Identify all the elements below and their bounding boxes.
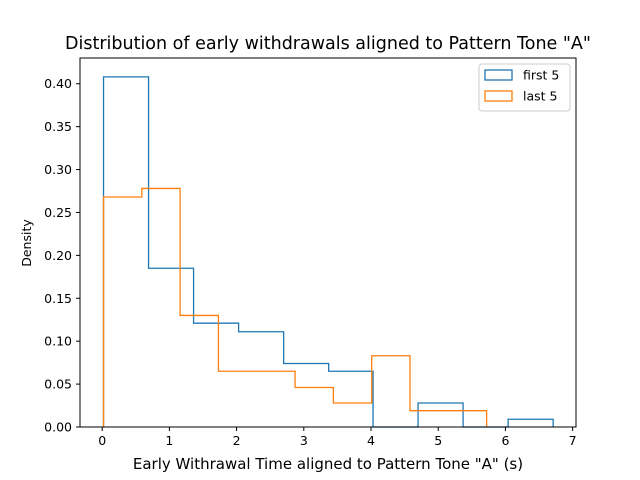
legend-label-2: last 5 (523, 89, 557, 104)
plot-frame (79, 57, 577, 428)
x-tick-label: 3 (300, 433, 308, 448)
x-tick-label: 0 (98, 433, 106, 448)
legend-swatch-2 (484, 90, 513, 102)
chart-title: Distribution of early withdrawals aligne… (65, 34, 591, 54)
y-tick-label: 0.35 (44, 119, 72, 134)
x-tick-label: 4 (367, 433, 375, 448)
legend-swatch-1 (484, 69, 513, 81)
y-tick-label: 0.05 (44, 377, 72, 392)
y-axis: 0.00 0.05 0.10 0.15 0.20 0.25 0.30 0.35 0.40 (44, 76, 80, 435)
legend-box (478, 63, 571, 112)
y-tick-label: 0.10 (44, 334, 72, 349)
legend: first 5 last 5 (478, 63, 571, 112)
y-tick-label: 0.20 (44, 248, 72, 263)
y-tick-label: 0.30 (44, 162, 72, 177)
y-axis-label: Density (19, 219, 34, 267)
series-step-2 (102, 187, 488, 427)
x-tick-label: 5 (434, 433, 442, 448)
series-step-1 (102, 76, 554, 428)
x-tick-label: 6 (501, 433, 509, 448)
y-tick-label: 0.25 (44, 205, 72, 220)
x-tick-label: 2 (233, 433, 241, 448)
x-axis-label: Early Withrawal Time aligned to Pattern … (133, 455, 523, 473)
x-tick-label: 7 (569, 433, 577, 448)
y-tick-label: 0.15 (44, 291, 72, 306)
plot-area (102, 76, 554, 428)
x-axis: 0 1 2 3 4 5 6 7 (98, 427, 577, 448)
y-tick-label: 0.40 (44, 76, 72, 91)
x-tick-label: 1 (165, 433, 173, 448)
legend-label-1: first 5 (523, 68, 559, 83)
y-tick-label: 0.00 (44, 420, 72, 435)
